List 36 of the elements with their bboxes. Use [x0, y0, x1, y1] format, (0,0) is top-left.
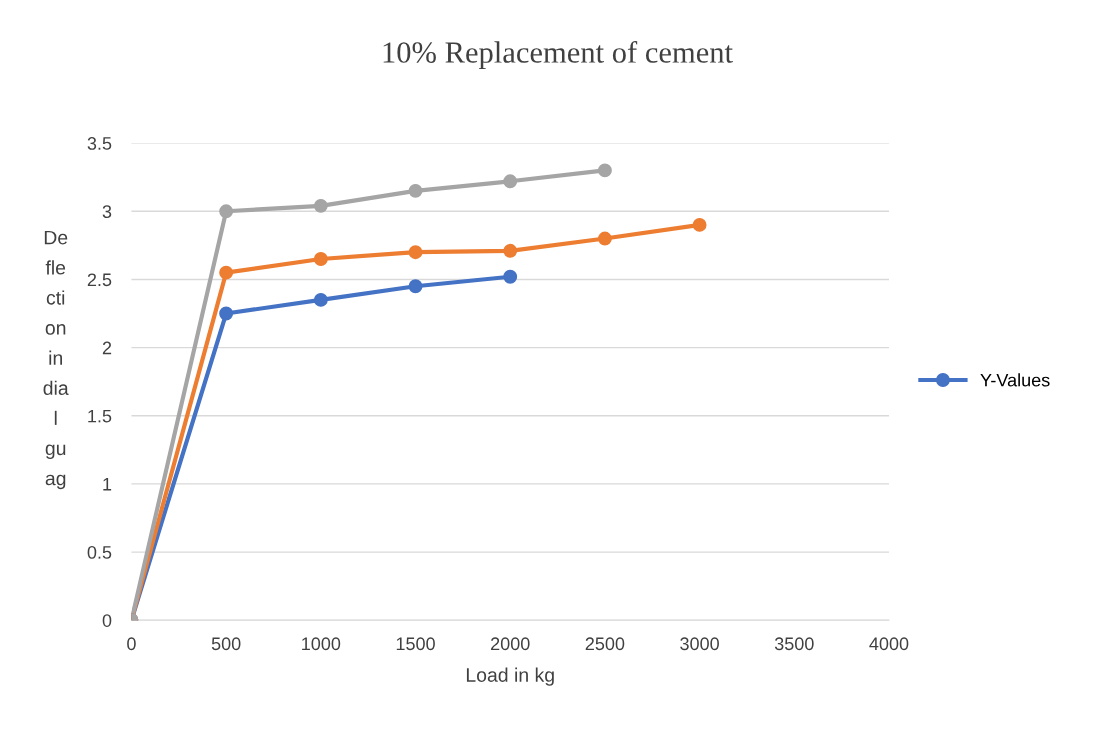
x-tick-label: 2500 — [585, 637, 625, 651]
point — [408, 183, 423, 198]
y-tick-label: 3 — [102, 205, 112, 219]
point — [313, 252, 328, 266]
x-tick-label: 500 — [211, 637, 241, 651]
y-tick-label: 0.5 — [87, 546, 112, 559]
y-tick-label: 1.5 — [88, 409, 112, 423]
point — [219, 265, 234, 280]
point — [219, 306, 234, 321]
legend-label: Y-Values — [980, 373, 1050, 387]
point — [597, 231, 612, 246]
point — [408, 245, 423, 260]
y-tick-label: 3.5 — [87, 137, 112, 150]
point — [313, 198, 328, 213]
point — [313, 292, 328, 307]
point — [597, 163, 612, 178]
x-tick-label: 2000 — [491, 637, 530, 651]
x-tick-label: 3000 — [680, 637, 719, 651]
x-tick-label: 4000 — [869, 637, 909, 651]
point — [503, 243, 518, 258]
y-tick-label: 2.5 — [87, 273, 112, 287]
chart-title: 10% Replacement of cement — [383, 41, 733, 70]
point — [692, 217, 707, 232]
x-tick-label: 3500 — [774, 637, 814, 651]
y-tick-label: 1 — [103, 478, 112, 491]
point — [408, 279, 423, 294]
y-tick-label: 2 — [102, 341, 112, 355]
point — [219, 204, 234, 219]
point — [503, 174, 518, 189]
x-tick-label: 1500 — [396, 637, 435, 651]
point — [503, 269, 518, 284]
text: De fle cti on in dia l gu ag — [43, 230, 69, 490]
x-tick-label: 1000 — [302, 637, 341, 651]
y-tick-label: 0 — [102, 614, 112, 627]
x-axis-title: Load in kg — [466, 667, 554, 686]
x-tick-label: 0 — [127, 637, 136, 651]
